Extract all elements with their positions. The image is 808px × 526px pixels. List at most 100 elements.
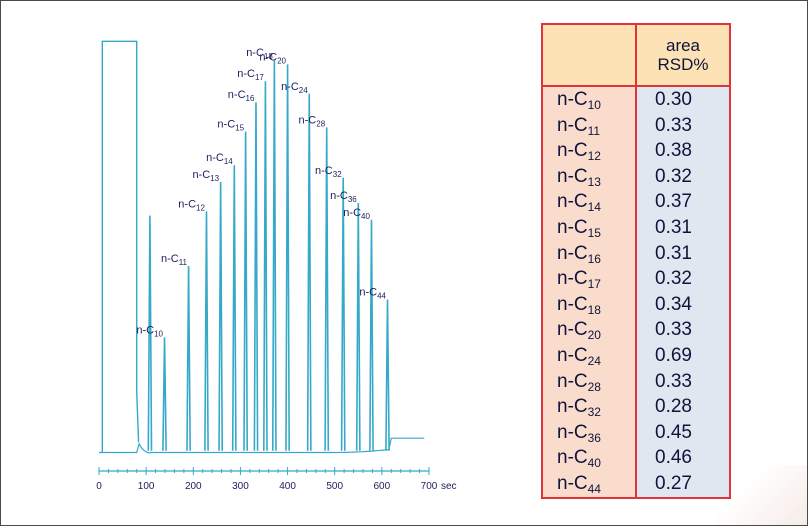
peak-label: n-C32 <box>315 165 342 179</box>
peak-label-subscript: 16 <box>246 94 255 103</box>
rsd-value-cell: 0.69 <box>655 344 692 366</box>
compound-name-text: n-C <box>557 447 588 469</box>
peak-label: n-C40 <box>343 207 370 221</box>
solvent-peak <box>101 40 140 453</box>
compound-name-text: n-C <box>557 421 588 443</box>
peak-label: n-C16 <box>228 89 255 103</box>
peak-label-main: n-C <box>161 253 179 265</box>
peak-label-subscript: 32 <box>333 170 342 179</box>
rsd-value-cell: 0.38 <box>655 140 692 162</box>
x-tick-label: 0 <box>96 481 102 492</box>
compound-name-text: n-C <box>557 140 588 162</box>
rsd-table-container: area RSD% n-C10 n-C11 n-C12 n-C13 n-C14 n-C15 n… <box>541 23 733 499</box>
peak-label-subscript: 40 <box>361 212 370 221</box>
compound-carbon-subscript: 17 <box>587 277 601 292</box>
peak-label-main: n-C <box>206 152 224 164</box>
compound-name-cell: n-C44 <box>543 471 635 497</box>
peak-label: n-C11 <box>161 253 188 267</box>
rsd-value-cell: 0.33 <box>655 370 692 392</box>
chromatogram-peak <box>253 102 259 451</box>
compound-carbon-subscript: 44 <box>587 481 601 496</box>
compound-carbon-subscript: 14 <box>587 200 601 215</box>
peak-label: n-C15 <box>217 119 244 133</box>
peak-label: n-C12 <box>178 198 205 212</box>
compound-name-cell: n-C24 <box>543 343 635 369</box>
peak-label-main: n-C <box>359 287 377 299</box>
compound-name-cell: n-C14 <box>543 189 635 215</box>
peak-label-subscript: 11 <box>179 258 188 267</box>
peak-label-main: n-C <box>136 324 154 336</box>
chromatogram-peak <box>204 211 209 451</box>
compound-name-cell: n-C11 <box>543 113 635 139</box>
peak-label-main: n-C <box>178 198 196 210</box>
rsd-value-cell: 0.45 <box>655 421 692 443</box>
x-tick-label: 300 <box>232 481 249 492</box>
peak-label-subscript: 28 <box>316 119 325 128</box>
peak-label-main: n-C <box>315 165 333 177</box>
compound-name-cell: n-C18 <box>543 292 635 318</box>
peak-label-subscript: 36 <box>348 195 357 204</box>
rsd-value-cell: 0.37 <box>655 191 692 213</box>
compound-name-cell: n-C16 <box>543 241 635 267</box>
peak-label: n-C14 <box>206 152 233 166</box>
compound-name-cell: n-C15 <box>543 215 635 241</box>
chromatogram-peak <box>186 265 191 451</box>
chromatogram-peak <box>271 60 277 451</box>
rsd-value-cell: 0.31 <box>655 216 692 238</box>
chromatogram-peak <box>218 181 224 451</box>
compound-carbon-subscript: 13 <box>587 174 601 189</box>
rsd-value-cell: 0.27 <box>655 472 692 494</box>
compound-carbon-subscript: 11 <box>587 123 601 138</box>
x-tick-label: 200 <box>185 481 202 492</box>
peak-label-main: n-C <box>237 68 255 80</box>
peak-label-subscript: 12 <box>196 203 205 212</box>
peak-label-main: n-C <box>228 89 246 101</box>
peak-label-subscript: 18 <box>264 52 273 61</box>
chromatogram-peak <box>285 64 290 451</box>
compound-name-text: n-C <box>557 165 588 187</box>
x-tick-label: 100 <box>138 481 155 492</box>
compound-name-cell: n-C32 <box>543 394 635 420</box>
chromatogram-peak <box>162 337 167 451</box>
chromatogram-peak <box>231 165 237 451</box>
rsd-value-cell: 0.33 <box>655 319 692 341</box>
compound-name-cell: n-C13 <box>543 164 635 190</box>
peak-label-main: n-C <box>281 81 299 93</box>
compound-carbon-subscript: 18 <box>587 302 601 317</box>
compound-name-text: n-C <box>557 396 588 418</box>
peak-label: n-C17 <box>237 68 264 82</box>
compound-carbon-subscript: 16 <box>587 251 601 266</box>
compound-name-text: n-C <box>557 216 588 238</box>
table-header-blank <box>541 23 637 87</box>
rsd-value-cell: 0.46 <box>655 447 692 469</box>
compound-name-text: n-C <box>557 268 588 290</box>
table-header-area-rsd: area RSD% <box>635 23 731 87</box>
compound-carbon-subscript: 36 <box>587 430 601 445</box>
peak-label-main: n-C <box>299 114 317 126</box>
compound-name-cell: n-C28 <box>543 369 635 395</box>
compound-name-text: n-C <box>557 293 588 315</box>
chromatogram-peak <box>306 93 312 451</box>
compound-name-text: n-C <box>557 191 588 213</box>
compound-name-cell: n-C10 <box>543 87 635 113</box>
peak-label-subscript: 24 <box>299 86 308 95</box>
rsd-value-cell: 0.32 <box>655 268 692 290</box>
peak-label: n-C28 <box>299 114 326 128</box>
peak-label: n-C20 <box>259 51 286 65</box>
peak-label: n-C24 <box>281 81 308 95</box>
peak-label-main: n-C <box>192 169 210 181</box>
peak-label: n-C36 <box>330 190 357 204</box>
chromatogram-peak <box>324 127 330 451</box>
peak-label-subscript: 13 <box>210 174 219 183</box>
table-header-word: area <box>665 36 701 55</box>
x-tick-label: 400 <box>279 481 296 492</box>
rsd-value-cell: 0.31 <box>655 242 692 264</box>
compound-name-cell: n-C17 <box>543 266 635 292</box>
peak-label: n-C18 <box>246 47 273 61</box>
chromatogram-chart: n-C10 n-C11 n-C12 n-C13 n-C14 n-C15 n-C16 n-C17… <box>81 19 501 499</box>
compound-name-text: n-C <box>557 89 588 110</box>
compound-name-cell: n-C12 <box>543 138 635 164</box>
rsd-value-cell: 0.33 <box>655 114 692 136</box>
compound-name-cell: n-C40 <box>543 445 635 471</box>
